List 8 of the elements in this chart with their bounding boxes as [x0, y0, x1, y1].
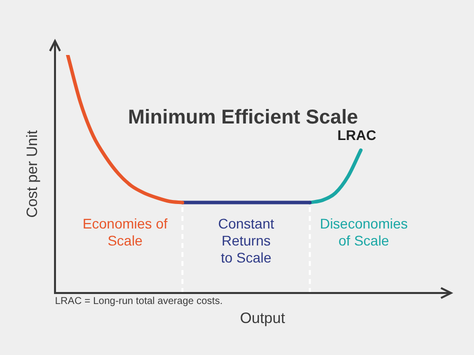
- annotation: Economies of Scale: [82, 215, 168, 248]
- text: LRAC = Long-run total average costs.: [55, 296, 223, 307]
- series-label: LRAC: [337, 127, 376, 144]
- annotation: Constant Returns to Scale: [218, 215, 274, 266]
- x-axis-title: Output: [240, 310, 286, 328]
- annotation: Diseconomies of Scale: [320, 215, 408, 248]
- y-axis-title: Cost per Unit: [24, 129, 42, 218]
- text: Minimum Efficient Scale: [128, 106, 358, 129]
